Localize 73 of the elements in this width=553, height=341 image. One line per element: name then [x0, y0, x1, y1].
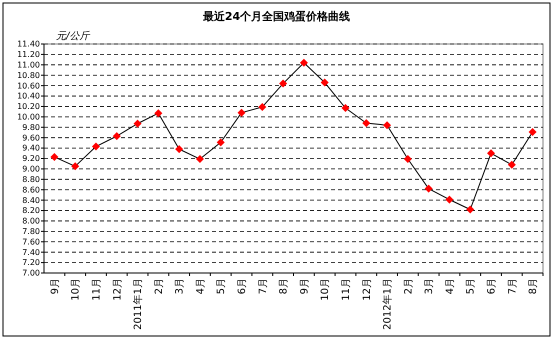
point: [528, 128, 537, 136]
point: [300, 58, 308, 67]
y-tick-label: 9.20: [22, 154, 40, 164]
x-tick-label: 8月: [528, 278, 540, 294]
y-tick-label: 8.60: [22, 185, 40, 194]
y-tick-label: 10.20: [17, 102, 40, 112]
y-tick-label: 7.20: [22, 258, 40, 268]
y-tick-label: 10.40: [17, 92, 40, 101]
point: [445, 196, 454, 204]
y-tick-label: 8.00: [22, 216, 40, 226]
y-tick-label: 7.40: [22, 248, 40, 257]
y-tick-label: 7.00: [22, 268, 40, 278]
point: [487, 149, 496, 158]
y-tick-label: 7.80: [22, 227, 40, 236]
x-tick-label: 8月: [278, 278, 290, 294]
y-tick-label: 9.60: [22, 133, 40, 142]
point: [71, 162, 80, 170]
y-tick-label: 8.80: [22, 174, 40, 184]
point: [216, 138, 225, 146]
y-tick-label: 7.60: [22, 237, 40, 246]
x-tick-label: 2012年1月: [382, 278, 394, 330]
x-tick-label: 4月: [195, 278, 206, 294]
y-tick-label: 8.40: [22, 196, 40, 205]
y-tick-label: 11.20: [17, 50, 40, 60]
x-tick-label: 9月: [299, 278, 310, 294]
x-tick-label: 7月: [507, 278, 518, 294]
y-tick-label: 10.60: [17, 81, 40, 90]
x-tick-label: 4月: [444, 278, 456, 294]
x-tick-label: 5月: [466, 278, 477, 294]
x-tick-label: 2011年1月: [132, 278, 144, 330]
x-tick-label: 11月: [91, 278, 102, 301]
y-axis-title: 元/公斤: [56, 30, 90, 42]
y-tick-label: 9.40: [22, 144, 40, 153]
point: [383, 121, 392, 130]
x-tick-label: 2月: [154, 278, 165, 294]
point: [134, 120, 142, 128]
point: [341, 104, 350, 112]
point: [508, 160, 516, 169]
chart-title: 最近24个月全国鸡蛋价格曲线: [202, 10, 350, 23]
y-tick-label: 9.80: [22, 122, 40, 132]
x-tick-label: 9月: [50, 278, 61, 294]
y-tick-label: 10.00: [17, 112, 40, 122]
y-tick-label: 9.00: [22, 164, 40, 174]
point: [404, 155, 412, 164]
x-tick-label: 5月: [216, 278, 228, 294]
x-tick-label: 2月: [403, 278, 414, 294]
y-tick-label: 11.00: [17, 60, 40, 70]
point: [238, 108, 246, 117]
x-tick-label: 12月: [362, 278, 373, 301]
y-tick-label: 10.80: [17, 70, 40, 80]
x-tick-label: 12月: [112, 278, 124, 301]
point: [154, 109, 162, 118]
point: [50, 152, 58, 161]
x-tick-label: 6月: [237, 278, 248, 294]
point: [320, 78, 329, 87]
point: [362, 119, 370, 128]
point: [466, 206, 474, 214]
x-tick-label: 3月: [174, 278, 186, 294]
point: [112, 132, 121, 140]
y-tick-label: 11.40: [17, 40, 40, 49]
point: [424, 184, 433, 193]
x-tick-label: 3月: [424, 278, 436, 294]
x-tick-label: 7月: [258, 278, 269, 294]
y-tick-label: 8.20: [22, 206, 40, 216]
x-tick-label: 10月: [320, 278, 332, 301]
point: [92, 142, 100, 151]
x-tick-label: 10月: [70, 278, 82, 301]
x-tick-label: 6月: [486, 278, 498, 294]
x-tick-label: 11月: [340, 278, 352, 301]
point: [258, 102, 266, 111]
point: [279, 80, 288, 88]
point: [196, 155, 204, 164]
point: [175, 145, 184, 154]
